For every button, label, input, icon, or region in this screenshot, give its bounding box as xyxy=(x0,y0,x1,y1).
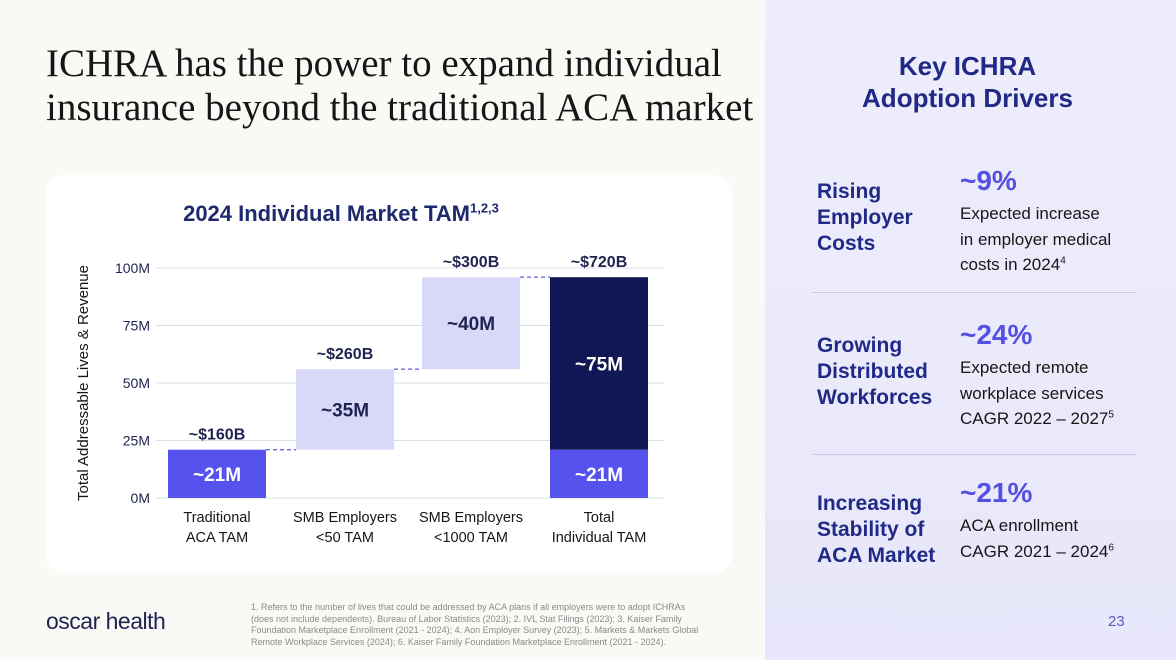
bar xyxy=(550,277,648,450)
y-tick-label: 50M xyxy=(123,375,150,391)
bar xyxy=(168,449,266,498)
chart-title-superscript: 1,2,3 xyxy=(469,200,499,216)
drivers-panel: Key ICHRA Adoption Drivers xyxy=(765,0,1176,660)
driver-description-line: ACA enrollment xyxy=(960,516,1079,535)
chart-title-text: 2024 Individual Market TAM xyxy=(183,201,470,226)
driver-growing-distributed-workforces: Growing Distributed Workforces ~24% Expe… xyxy=(817,319,1137,473)
driver-divider xyxy=(812,292,1137,293)
bar-value-label: ~75M xyxy=(575,354,623,375)
tam-waterfall-chart: 0M 25M 50M 75M 100M Total Addressable Lives &… xyxy=(75,254,664,546)
chart-card: 2024 Individual Market TAM1,2,3 0M 25M 50M… xyxy=(46,175,732,573)
revenue-label: ~$300B xyxy=(443,254,500,271)
y-tick-label: 25M xyxy=(123,433,150,449)
driver-stat: ~21% xyxy=(960,477,1033,508)
page-title-line-1: ICHRA has the power to expand individual xyxy=(46,42,722,85)
driver-description-line: CAGR 2022 – 20275 xyxy=(960,406,1150,432)
x-tick-label: SMB Employers xyxy=(419,510,523,526)
footnote-line: (does not include dependents). Bureau of… xyxy=(251,613,682,624)
x-tick-label: Traditional xyxy=(183,510,250,526)
driver-description-text: costs in 2024 xyxy=(960,255,1061,274)
driver-description-line: CAGR 2021 – 20246 xyxy=(960,539,1150,565)
y-axis-label: Total Addressable Lives & Revenue xyxy=(75,265,92,501)
driver-description-line: Expected increase xyxy=(960,204,1100,223)
driver-stat: ~24% xyxy=(960,319,1033,350)
y-tick-label: 0M xyxy=(131,490,150,506)
bar xyxy=(422,277,520,370)
page-number: 23 xyxy=(1108,613,1125,630)
oscar-health-logo: oscar health xyxy=(46,608,166,634)
driver-label: Increasing Stability of ACA Market xyxy=(817,491,952,569)
driver-description-text: CAGR 2021 – 2024 xyxy=(960,541,1109,561)
bar xyxy=(550,449,648,498)
driver-label-line: Rising xyxy=(817,180,882,203)
bar-value-label: ~35M xyxy=(321,400,369,421)
driver-description-line: Expected remote xyxy=(960,358,1089,377)
footnote-marker: 6 xyxy=(1108,541,1114,553)
revenue-label: ~$260B xyxy=(317,346,374,363)
driver-stat: ~9% xyxy=(960,165,1017,196)
driver-label: Growing Distributed Workforces xyxy=(817,333,952,411)
page-title-line-2: insurance beyond the traditional ACA mar… xyxy=(46,86,754,129)
x-tick-label: <50 TAM xyxy=(316,530,374,546)
x-tick-label: Individual TAM xyxy=(552,530,647,546)
driver-description: Expected remote workplace services CAGR … xyxy=(960,355,1150,432)
driver-description: ACA enrollment CAGR 2021 – 20246 xyxy=(960,513,1150,564)
revenue-label: ~$720B xyxy=(571,254,628,271)
page-title: ICHRA has the power to expand individual… xyxy=(46,42,766,130)
drivers-title-line-1: Key ICHRA xyxy=(898,51,1037,81)
y-tick-label: 75M xyxy=(123,318,150,334)
driver-label-line: Stability of xyxy=(817,518,925,541)
drivers-title: Key ICHRA Adoption Drivers xyxy=(765,50,1170,114)
bar-value-label: ~21M xyxy=(193,465,241,486)
footnote-line: 1. Refers to the number of lives that co… xyxy=(251,602,686,612)
driver-description-line: costs in 20244 xyxy=(960,252,1150,278)
footnotes: 1. Refers to the number of lives that co… xyxy=(251,602,751,648)
driver-label-line: ACA Market xyxy=(817,544,936,567)
drivers-title-line-2: Adoption Drivers xyxy=(862,83,1073,113)
driver-description-line: in employer medical xyxy=(960,229,1112,249)
footnote-marker: 4 xyxy=(1060,255,1066,267)
footnote-line: Foundation Marketplace Enrollment (2021 … xyxy=(251,625,699,635)
driver-label-line: Costs xyxy=(817,232,876,255)
driver-label-line: Growing xyxy=(817,334,903,357)
x-tick-label: ACA TAM xyxy=(186,530,248,546)
revenue-label: ~$160B xyxy=(189,427,246,444)
driver-label-line: Distributed xyxy=(817,360,928,383)
driver-label-line: Employer xyxy=(817,206,913,229)
driver-description-line: workplace services xyxy=(960,383,1104,403)
driver-increasing-aca-stability: Increasing Stability of ACA Market ~21% … xyxy=(817,477,1137,631)
footnote-marker: 5 xyxy=(1108,409,1114,421)
bar-value-label: ~40M xyxy=(447,314,495,335)
chart-title: 2024 Individual Market TAM1,2,3 xyxy=(46,201,636,227)
driver-description: Expected increase in employer medical co… xyxy=(960,201,1150,278)
x-tick-label: SMB Employers xyxy=(293,510,397,526)
bar-value-label: ~21M xyxy=(575,465,623,486)
driver-label-line: Increasing xyxy=(817,492,923,515)
driver-label-line: Workforces xyxy=(817,386,933,409)
bar xyxy=(296,369,394,450)
x-tick-label: Total xyxy=(584,510,615,526)
driver-description-text: CAGR 2022 – 2027 xyxy=(960,409,1109,428)
driver-divider xyxy=(812,454,1137,455)
y-tick-label: 100M xyxy=(115,260,150,276)
driver-rising-employer-costs: Rising Employer Costs ~9% Expected incre… xyxy=(817,165,1137,319)
x-tick-label: <1000 TAM xyxy=(434,530,508,546)
footnote-line: Remote Workplace Services (2024); 6. Kai… xyxy=(251,636,667,647)
driver-label: Rising Employer Costs xyxy=(817,179,952,257)
